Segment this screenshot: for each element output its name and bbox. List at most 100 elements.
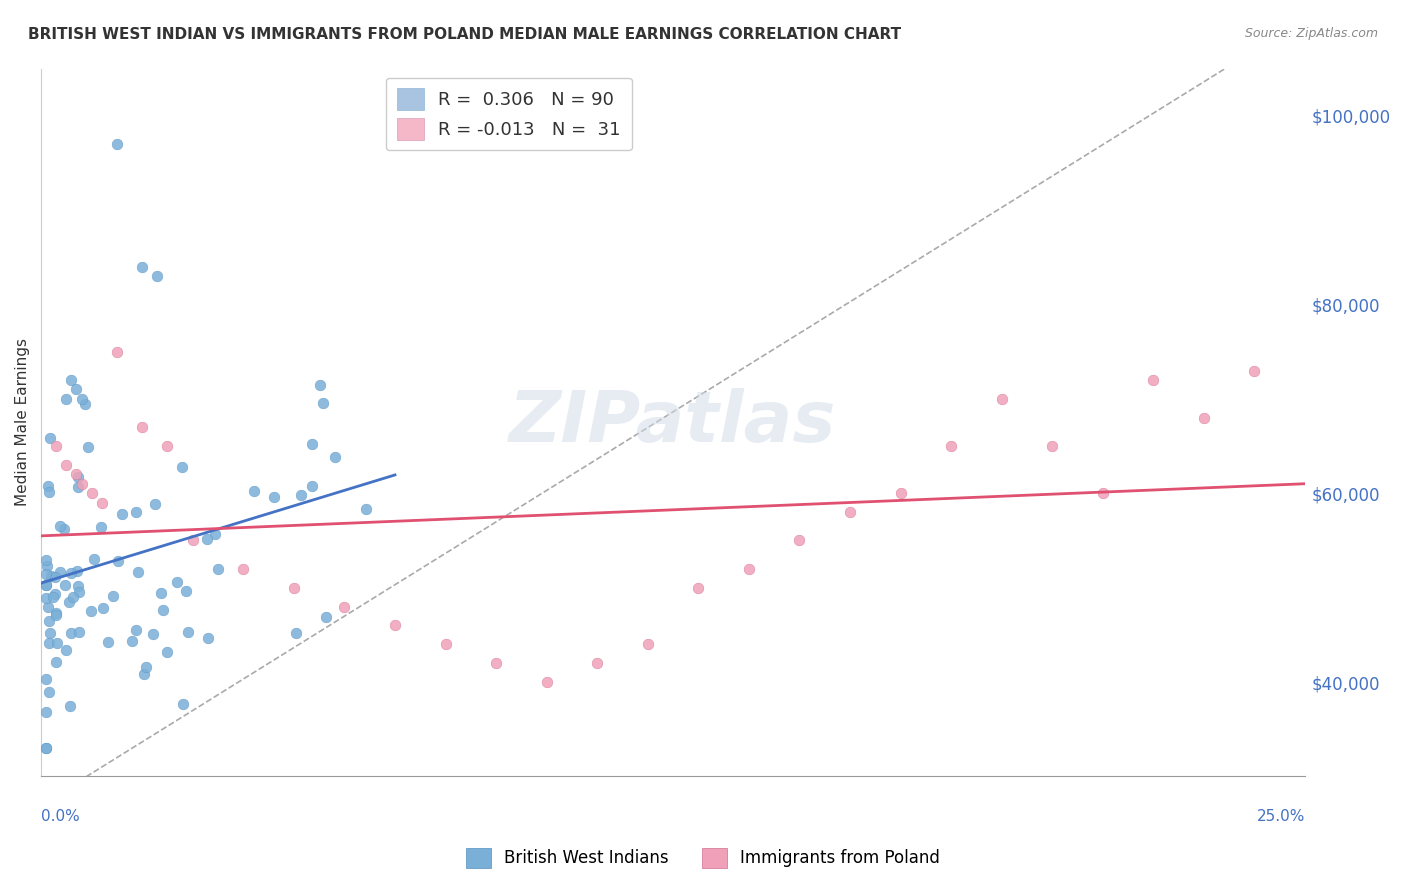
Point bbox=[46, 636, 69, 650]
Point bbox=[58, 595, 80, 609]
Point bbox=[839, 505, 862, 519]
Point bbox=[83, 552, 105, 566]
Point bbox=[889, 486, 911, 500]
Point bbox=[39, 625, 62, 640]
Point bbox=[283, 581, 305, 595]
Point bbox=[536, 675, 558, 690]
Point bbox=[135, 660, 157, 674]
Point bbox=[131, 420, 153, 434]
Point bbox=[738, 562, 761, 576]
Point bbox=[308, 378, 330, 392]
Point bbox=[67, 585, 90, 599]
Point bbox=[789, 533, 811, 548]
Point bbox=[55, 392, 77, 406]
Point bbox=[301, 479, 323, 493]
Point bbox=[315, 610, 337, 624]
Point bbox=[37, 479, 59, 493]
Point bbox=[45, 655, 67, 669]
Point bbox=[143, 498, 166, 512]
Text: 0.0%: 0.0% bbox=[41, 809, 80, 824]
Point bbox=[60, 626, 83, 640]
Point bbox=[97, 635, 120, 649]
Point bbox=[384, 618, 406, 632]
Point bbox=[197, 631, 219, 645]
Point bbox=[103, 589, 125, 603]
Point bbox=[35, 673, 58, 687]
Point bbox=[181, 533, 204, 548]
Point bbox=[333, 599, 356, 614]
Point bbox=[125, 624, 148, 638]
Point bbox=[434, 637, 457, 651]
Point bbox=[356, 502, 378, 516]
Point bbox=[204, 527, 226, 541]
Point bbox=[207, 562, 229, 576]
Point bbox=[42, 591, 65, 605]
Point bbox=[111, 507, 134, 521]
Point bbox=[131, 260, 153, 274]
Point bbox=[55, 458, 77, 472]
Point bbox=[66, 469, 89, 483]
Point bbox=[70, 392, 93, 406]
Point bbox=[150, 586, 173, 600]
Point bbox=[35, 578, 58, 592]
Point bbox=[80, 486, 103, 500]
Point bbox=[70, 476, 93, 491]
Point bbox=[65, 383, 87, 397]
Point bbox=[67, 625, 90, 640]
Point bbox=[142, 627, 165, 641]
Y-axis label: Median Male Earnings: Median Male Earnings bbox=[15, 338, 30, 507]
Point bbox=[127, 566, 149, 580]
Point bbox=[146, 269, 169, 284]
Point bbox=[1091, 486, 1114, 500]
Point bbox=[124, 505, 146, 519]
Point bbox=[60, 373, 83, 387]
Point bbox=[105, 344, 128, 359]
Point bbox=[232, 562, 254, 576]
Legend: British West Indians, Immigrants from Poland: British West Indians, Immigrants from Po… bbox=[460, 841, 946, 875]
Point bbox=[35, 705, 58, 719]
Point bbox=[156, 645, 179, 659]
Point bbox=[45, 608, 67, 623]
Point bbox=[152, 603, 174, 617]
Point bbox=[38, 684, 60, 698]
Legend: R =  0.306   N = 90, R = -0.013   N =  31: R = 0.306 N = 90, R = -0.013 N = 31 bbox=[385, 78, 631, 151]
Point bbox=[107, 553, 129, 567]
Point bbox=[65, 467, 87, 482]
Point bbox=[586, 656, 609, 670]
Point bbox=[172, 460, 194, 475]
Point bbox=[1040, 439, 1063, 453]
Text: ZIPatlas: ZIPatlas bbox=[509, 388, 837, 457]
Point bbox=[35, 741, 58, 756]
Point bbox=[688, 581, 710, 595]
Point bbox=[1243, 363, 1265, 377]
Point bbox=[990, 392, 1012, 406]
Point bbox=[35, 741, 58, 756]
Text: BRITISH WEST INDIAN VS IMMIGRANTS FROM POLAND MEDIAN MALE EARNINGS CORRELATION C: BRITISH WEST INDIAN VS IMMIGRANTS FROM P… bbox=[28, 27, 901, 42]
Point bbox=[290, 488, 312, 502]
Point bbox=[90, 496, 112, 510]
Point bbox=[49, 565, 72, 579]
Point bbox=[1192, 410, 1215, 425]
Point bbox=[35, 553, 58, 567]
Point bbox=[301, 437, 323, 451]
Point bbox=[323, 450, 346, 465]
Point bbox=[38, 484, 60, 499]
Point bbox=[39, 569, 62, 583]
Point bbox=[76, 440, 98, 454]
Point bbox=[59, 699, 82, 714]
Point bbox=[53, 577, 76, 591]
Point bbox=[53, 522, 76, 536]
Point bbox=[38, 635, 60, 649]
Point bbox=[177, 624, 200, 639]
Point bbox=[73, 397, 96, 411]
Point bbox=[637, 637, 659, 651]
Point bbox=[105, 136, 128, 151]
Text: 25.0%: 25.0% bbox=[1257, 809, 1305, 824]
Point bbox=[121, 634, 143, 648]
Point bbox=[35, 591, 58, 605]
Point bbox=[284, 626, 307, 640]
Point bbox=[35, 567, 58, 582]
Point bbox=[45, 439, 67, 453]
Text: Source: ZipAtlas.com: Source: ZipAtlas.com bbox=[1244, 27, 1378, 40]
Point bbox=[156, 439, 179, 453]
